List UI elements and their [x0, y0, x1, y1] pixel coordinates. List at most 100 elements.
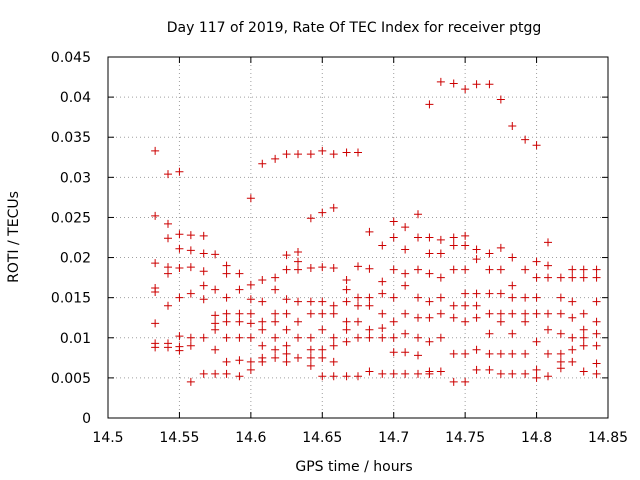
data-point [378, 333, 387, 342]
data-point [414, 265, 422, 274]
data-point [472, 245, 481, 254]
data-point [354, 301, 362, 310]
data-point [592, 265, 601, 274]
data-point [235, 309, 244, 318]
data-point [199, 295, 208, 304]
data-point [329, 309, 338, 318]
data-point [414, 293, 422, 302]
data-point [472, 365, 481, 374]
data-point [282, 251, 291, 260]
data-point [282, 295, 291, 304]
data-point [175, 230, 184, 239]
data-point [508, 349, 517, 358]
data-point [579, 367, 588, 376]
data-point [378, 289, 387, 298]
data-point [592, 369, 601, 378]
data-point [389, 217, 398, 226]
data-point [508, 329, 517, 338]
data-point [318, 353, 327, 362]
data-point [258, 325, 267, 334]
y-axis-label: ROTI / TECUs [6, 191, 22, 283]
data-point [186, 333, 195, 342]
data-point [496, 243, 505, 252]
data-point [186, 377, 195, 386]
data-point [211, 369, 220, 378]
data-point [186, 341, 195, 350]
data-point [592, 273, 601, 282]
data-point [521, 317, 530, 326]
data-point [485, 289, 494, 298]
data-point [485, 309, 494, 318]
data-point [306, 361, 315, 370]
data-point [556, 293, 565, 302]
data-point [282, 325, 291, 334]
data-point [436, 77, 445, 86]
data-point [461, 349, 470, 358]
data-point [306, 297, 315, 306]
data-point [389, 348, 398, 357]
data-point [521, 265, 530, 274]
data-point [246, 194, 255, 203]
data-point [329, 372, 338, 381]
data-point [496, 95, 505, 104]
data-point [294, 353, 302, 362]
data-point [294, 247, 302, 256]
data-point [211, 250, 220, 259]
data-point [151, 259, 160, 268]
x-tick-label: 14.75 [445, 430, 485, 446]
data-point [378, 324, 387, 333]
data-point [508, 253, 517, 262]
data-point [449, 349, 458, 358]
data-point [235, 317, 244, 326]
data-point [199, 369, 208, 378]
data-point [175, 167, 184, 176]
data-point [461, 241, 470, 250]
data-point [246, 319, 255, 328]
data-point [521, 135, 530, 144]
data-point [282, 357, 291, 366]
data-point [342, 325, 351, 334]
data-point [164, 301, 172, 310]
data-point [414, 369, 422, 378]
data-point [592, 341, 601, 350]
data-point [485, 365, 494, 374]
data-point [271, 317, 280, 326]
data-point [461, 377, 470, 386]
data-point [401, 281, 410, 290]
data-point [389, 317, 398, 326]
data-point [306, 150, 315, 159]
data-point [414, 210, 422, 219]
data-point [378, 277, 387, 286]
data-point [342, 372, 351, 381]
data-point [246, 295, 255, 304]
data-point [436, 249, 445, 258]
data-point [329, 357, 338, 366]
data-point [449, 377, 458, 386]
data-point [329, 333, 338, 342]
data-point [175, 263, 184, 272]
data-point [532, 293, 541, 302]
data-point [401, 269, 410, 278]
data-point [318, 208, 327, 217]
data-point [151, 343, 160, 352]
x-tick-label: 14.5 [92, 430, 123, 446]
data-point [425, 337, 434, 346]
data-point [592, 317, 601, 326]
data-point [186, 246, 195, 255]
data-point [508, 121, 517, 130]
data-point [544, 261, 552, 270]
data-point [282, 341, 291, 350]
y-tick-label: 0 [82, 411, 91, 427]
data-point [579, 333, 588, 342]
data-point [354, 317, 362, 326]
data-point [222, 293, 231, 302]
data-point [401, 223, 410, 232]
data-point [544, 349, 552, 358]
data-point [271, 273, 280, 282]
data-point [389, 333, 398, 342]
x-tick-label: 14.7 [378, 430, 409, 446]
data-points [151, 77, 601, 386]
data-point [532, 257, 541, 266]
data-point [532, 337, 541, 346]
